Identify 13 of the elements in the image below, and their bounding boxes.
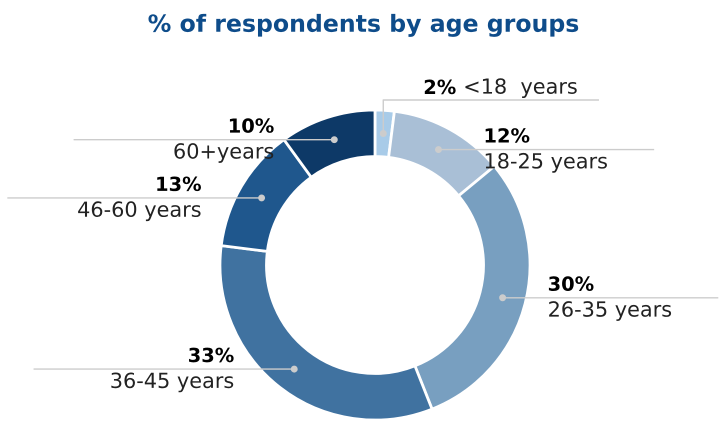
slice-label: 60+years [174, 143, 274, 163]
slice-label: 26-35 years [549, 301, 672, 321]
data-label: 13% [157, 176, 201, 192]
data-label: 10% [230, 118, 274, 133]
slice-label: 36-45 years [111, 372, 234, 392]
slice-label: <18 years [465, 78, 577, 98]
slice-label: 46-60 years [78, 201, 201, 222]
data-label: 33% [189, 348, 234, 362]
data-label: 12% [486, 128, 530, 143]
data-label: 30% [548, 276, 594, 291]
slice-label: 18-25 years [486, 152, 607, 173]
chart-title: % of respondents by age groups [148, 14, 578, 37]
data-label: 2% [424, 80, 456, 94]
